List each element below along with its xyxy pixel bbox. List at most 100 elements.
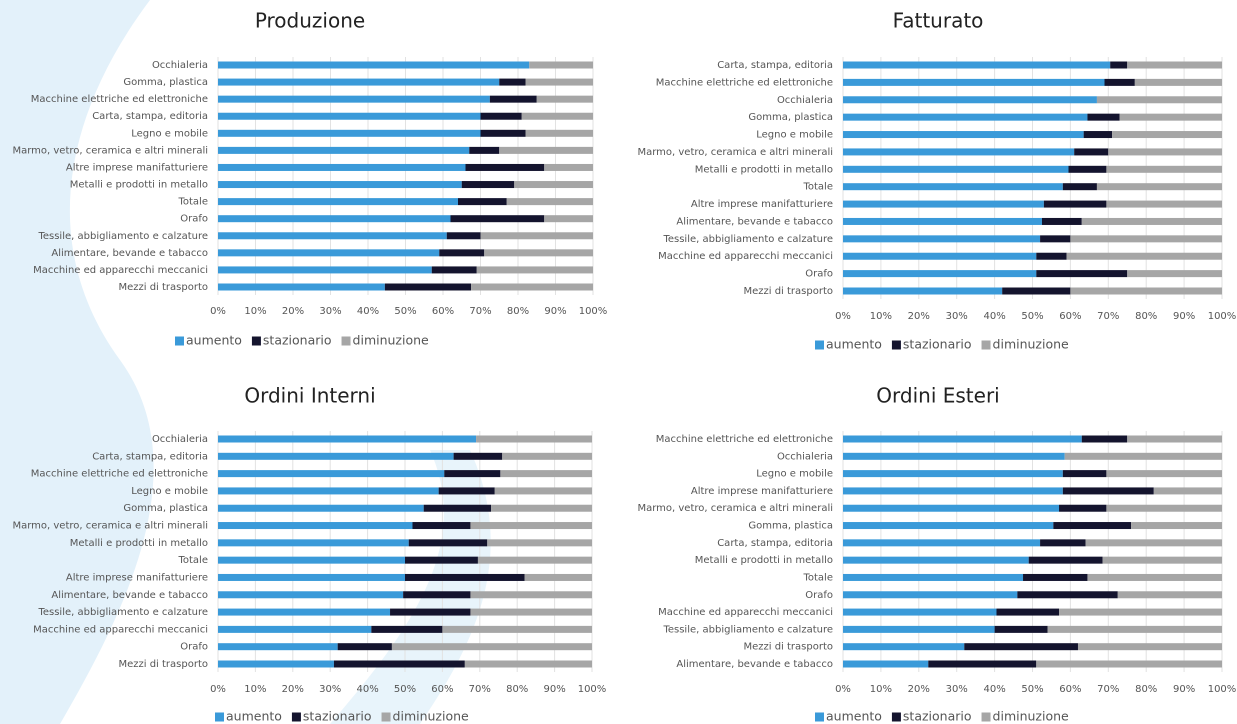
x-tick-label: 50% — [394, 306, 416, 317]
bar-segment — [461, 181, 515, 189]
chart-title: Fatturato — [893, 9, 984, 33]
bar-segment — [843, 200, 1044, 208]
y-tick-label: Macchine ed apparecchi meccanici — [33, 624, 208, 635]
x-tick-label: 0% — [210, 684, 226, 695]
x-tick-label: 30% — [946, 311, 968, 322]
bar-segment — [994, 625, 1048, 633]
bar-segment — [405, 573, 525, 581]
bar-segment — [843, 61, 1111, 69]
chart-title: Ordini Interni — [244, 384, 375, 408]
y-tick-label: Metalli e prodotti in metallo — [70, 180, 208, 191]
bar-segment — [1036, 660, 1222, 668]
bar-segment — [1106, 165, 1222, 173]
bar-segment — [487, 539, 592, 547]
x-tick-label: 40% — [983, 311, 1005, 322]
y-tick-label: Macchine elettriche ed elettroniche — [656, 77, 833, 88]
y-tick-label: Marmo, vetro, ceramica e altri minerali — [12, 521, 208, 532]
bar-segment — [1096, 183, 1222, 191]
bar-segment — [218, 660, 334, 668]
bar-segment — [1028, 556, 1103, 564]
legend-label: diminuzione — [353, 333, 430, 348]
bar-segment — [1134, 78, 1222, 86]
bar-segment — [1040, 235, 1071, 243]
bar-segment — [218, 232, 447, 240]
y-tick-label: Carta, stampa, editoria — [92, 451, 208, 462]
x-tick-label: 80% — [506, 684, 528, 695]
bar-segment — [843, 556, 1029, 564]
bar-segment — [470, 522, 592, 530]
y-tick-label: Alimentare, bevande e tabacco — [676, 216, 833, 227]
x-tick-label: 0% — [210, 306, 226, 317]
bar-segment — [843, 591, 1018, 599]
y-tick-label: Gomma, plastica — [123, 503, 208, 514]
bar-segment — [412, 522, 471, 530]
bar-segment — [1112, 131, 1222, 139]
bar-segment — [843, 252, 1037, 260]
x-tick-label: 20% — [282, 684, 304, 695]
legend-label: stazionario — [903, 709, 972, 724]
bar-segment — [544, 163, 593, 171]
y-tick-label: Mezzi di trasporto — [118, 282, 208, 293]
legend-swatch — [815, 340, 824, 350]
bar-segment — [1002, 287, 1071, 295]
background-decor — [0, 0, 154, 724]
x-tick-label: 70% — [469, 684, 491, 695]
bar-segment — [843, 539, 1041, 547]
bar-segment — [218, 435, 477, 443]
bar-segment — [442, 625, 592, 633]
bar-segment — [843, 96, 1097, 104]
bar-segment — [218, 591, 404, 599]
x-tick-label: 20% — [908, 684, 930, 695]
bar-segment — [1070, 235, 1222, 243]
x-tick-label: 70% — [1097, 311, 1119, 322]
legend-label: aumento — [186, 333, 242, 348]
y-tick-label: Carta, stampa, editoria — [717, 538, 833, 549]
bar-segment — [218, 129, 481, 137]
legend-label: aumento — [826, 337, 882, 352]
x-tick-label: 0% — [835, 311, 851, 322]
x-tick-label: 70% — [1097, 684, 1119, 695]
bar-segment — [1068, 165, 1107, 173]
y-tick-label: Totale — [177, 555, 208, 566]
bar-segment — [218, 215, 451, 223]
legend-swatch — [175, 336, 184, 346]
bar-segment — [928, 660, 1037, 668]
legend-label: diminuzione — [993, 337, 1070, 352]
x-tick-label: 40% — [983, 684, 1005, 695]
y-tick-label: Macchine elettriche ed elettroniche — [31, 94, 208, 105]
x-tick-label: 10% — [244, 684, 266, 695]
bar-segment — [524, 573, 592, 581]
bar-segment — [1077, 643, 1222, 651]
bar-segment — [843, 148, 1075, 156]
bar-segment — [1104, 78, 1135, 86]
bar-segment — [1023, 573, 1088, 581]
x-tick-label: 60% — [1059, 684, 1081, 695]
x-tick-label: 30% — [319, 306, 341, 317]
bar-segment — [489, 95, 537, 103]
bar-segment — [843, 287, 1003, 295]
bar-segment — [843, 165, 1069, 173]
x-tick-label: 70% — [469, 306, 491, 317]
y-tick-label: Macchine ed apparecchi meccanici — [658, 607, 833, 618]
y-tick-label: Totale — [802, 182, 833, 193]
bar-segment — [996, 608, 1060, 616]
y-tick-label: Alimentare, bevande e tabacco — [676, 659, 833, 670]
legend-swatch — [815, 712, 824, 722]
y-tick-label: Occhialeria — [777, 451, 833, 462]
bar-segment — [1053, 522, 1132, 530]
bar-segment — [529, 61, 593, 69]
background-decor — [330, 450, 491, 724]
bar-segment — [469, 146, 500, 154]
bar-segment — [525, 78, 593, 86]
x-tick-label: 80% — [507, 306, 529, 317]
bar-segment — [405, 556, 478, 564]
y-tick-label: Tessile, abbigliamento e calzature — [662, 624, 833, 635]
y-tick-label: Alimentare, bevande e tabacco — [51, 248, 208, 259]
bar-segment — [476, 266, 593, 274]
bar-segment — [1087, 573, 1222, 581]
bar-segment — [218, 452, 454, 460]
y-tick-label: Occhialeria — [777, 95, 833, 106]
y-tick-label: Occhialeria — [152, 60, 208, 71]
bar-segment — [218, 95, 490, 103]
bar-segment — [502, 452, 592, 460]
